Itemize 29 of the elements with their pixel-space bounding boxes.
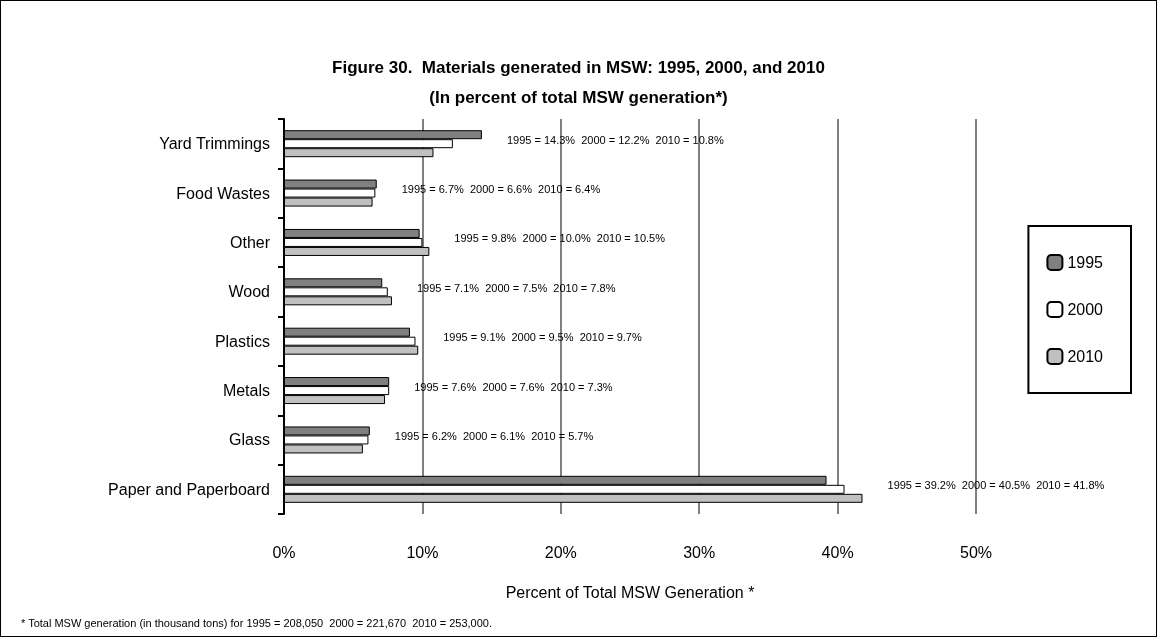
legend-label: 2000 — [1067, 301, 1104, 318]
x-tick-label: 40% — [821, 543, 854, 561]
y-tick-label: Metals — [222, 382, 270, 400]
annotation: 1995 = 7.6% 2000 = 7.6% 2010 = 7.3% — [414, 380, 613, 393]
legend-label: 1995 — [1067, 254, 1104, 271]
legend-label: 2010 — [1067, 348, 1104, 365]
y-tick-label: Other — [229, 233, 271, 251]
x-tick-label: 20% — [544, 543, 577, 561]
y-tick-label: Glass — [229, 431, 270, 449]
y-tick-label: Yard Trimmings — [159, 135, 270, 153]
annotation: 1995 = 39.2% 2000 = 40.5% 2010 = 41.8% — [887, 479, 1105, 492]
annotation: 1995 = 9.1% 2000 = 9.5% 2010 = 9.7% — [443, 331, 642, 344]
x-tick-label: 10% — [406, 543, 439, 561]
x-axis-title: Percent of Total MSW Generation * — [505, 583, 755, 601]
chart-subtitle: (In percent of total MSW generation*) — [429, 88, 728, 107]
annotation: 1995 = 6.2% 2000 = 6.1% 2010 = 5.7% — [394, 429, 594, 442]
annotation: 1995 = 9.8% 2000 = 10.0% 2010 = 10.5% — [454, 232, 666, 245]
annotation: 1995 = 14.3% 2000 = 12.2% 2010 = 10.8% — [506, 133, 724, 146]
y-tick-label: Wood — [228, 283, 270, 301]
chart-title: Figure 30. Materials generated in MSW: 1995, 2000, and 2010 — [332, 58, 825, 77]
x-tick-label: 50% — [959, 543, 993, 561]
y-tick-label: Paper and Paperboard — [108, 480, 270, 498]
annotation: 1995 = 7.1% 2000 = 7.5% 2010 = 7.8% — [416, 281, 616, 294]
x-tick-label: 0% — [272, 543, 296, 561]
text: * Total MSW generation (in thousand tons) for 1995 = 208,050 2000 = 221,670 2010 = 253,000. — [21, 616, 493, 629]
annotation: 1995 = 6.7% 2000 = 6.6% 2010 = 6.4% — [401, 183, 601, 196]
y-tick-label: Food Wastes — [176, 184, 270, 202]
y-tick-label: Plastics — [214, 332, 270, 350]
x-tick-label: 30% — [683, 543, 716, 561]
